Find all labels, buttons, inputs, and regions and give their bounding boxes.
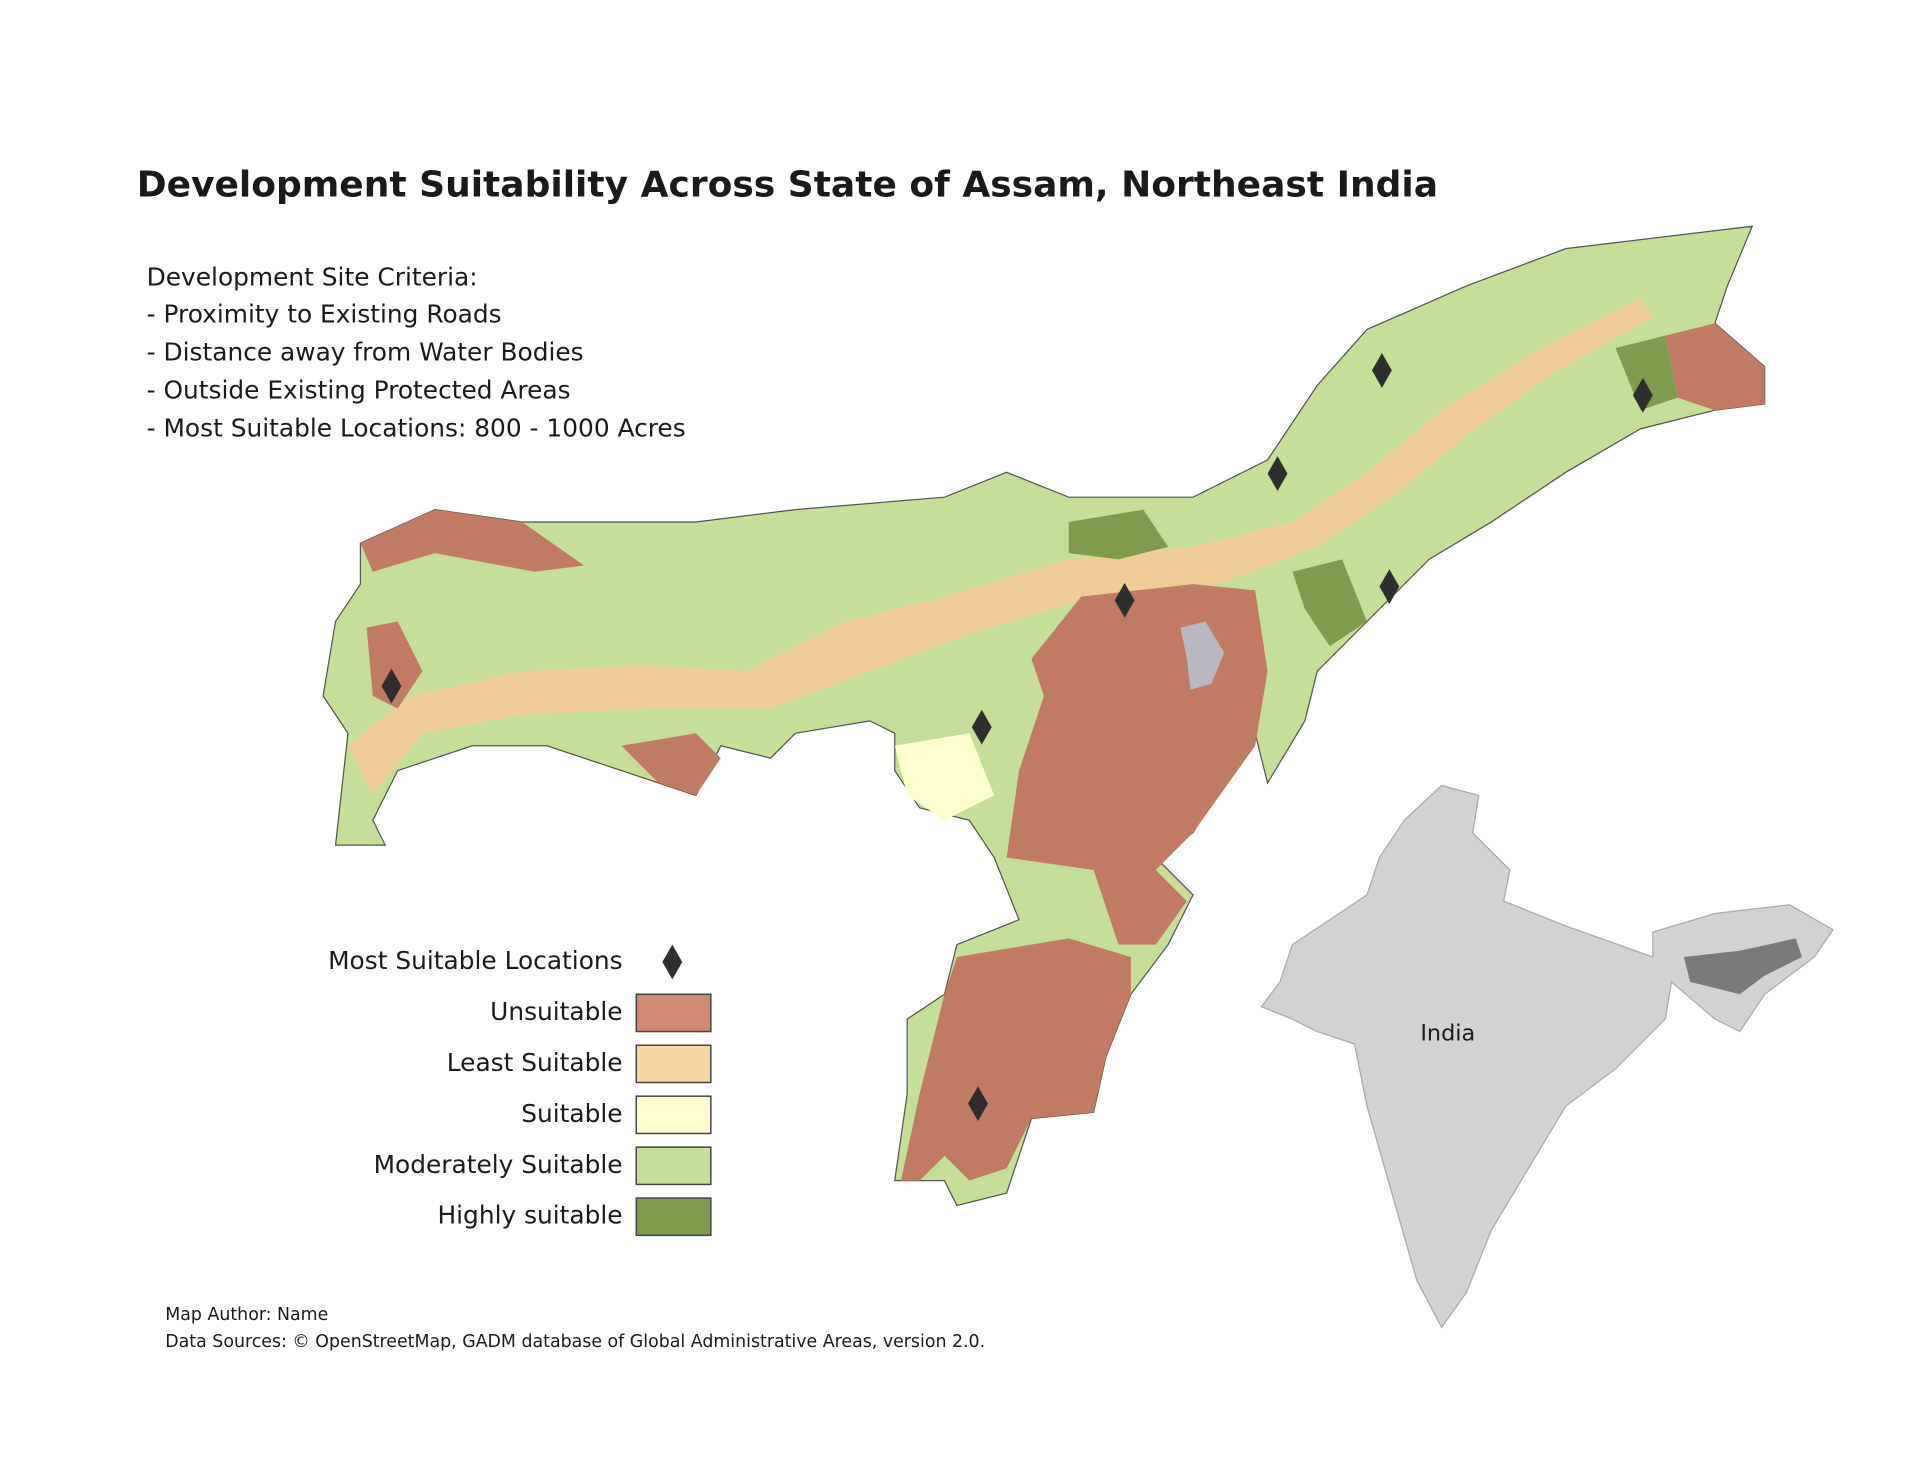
data-sources: Data Sources: © OpenStreetMap, GADM data…	[165, 1332, 985, 1352]
legend: Most Suitable Locations Unsuitable Least S…	[328, 944, 712, 1237]
unsuitable-area	[621, 733, 721, 796]
location-marker	[971, 709, 992, 745]
legend-label: Unsuitable	[490, 997, 622, 1026]
highly-suitable-area	[1615, 335, 1678, 411]
location-marker	[1371, 353, 1392, 388]
unsuitable-area	[1665, 323, 1765, 411]
assam-map	[322, 225, 1766, 1207]
legend-swatch	[635, 1146, 712, 1186]
india-outline	[1260, 784, 1834, 1329]
legend-label: Highly suitable	[437, 1201, 622, 1230]
location-marker	[1267, 456, 1288, 491]
suitable-locations	[381, 353, 1653, 1122]
criteria-heading: Development Site Criteria:	[147, 262, 478, 291]
highly-suitable-area	[1292, 559, 1367, 647]
water-body	[1180, 621, 1225, 690]
location-marker	[662, 944, 683, 980]
legend-swatch	[635, 993, 712, 1033]
unsuitable-area	[360, 509, 585, 572]
river-valley	[347, 298, 1653, 796]
legend-swatch	[635, 1044, 712, 1084]
unsuitable-area	[366, 621, 423, 709]
location-marker	[968, 1086, 988, 1122]
criteria-item: - Most Suitable Locations: 800 - 1000 Ac…	[147, 413, 686, 442]
map-author: Map Author: Name	[165, 1305, 328, 1325]
india-inset: India	[1260, 784, 1834, 1329]
criteria-list: - Proximity to Existing Roads - Distance …	[147, 300, 686, 443]
suitable-area	[894, 733, 995, 821]
legend-label: Suitable	[521, 1099, 622, 1128]
criteria-item: - Distance away from Water Bodies	[147, 338, 584, 367]
map-title: Development Suitability Across State of …	[137, 165, 1438, 206]
location-marker	[1379, 569, 1400, 605]
legend-swatch	[635, 1095, 712, 1135]
assam-highlight	[1683, 938, 1802, 995]
location-marker	[1114, 582, 1135, 618]
criteria-item: - Proximity to Existing Roads	[147, 300, 502, 329]
highly-suitable-area	[1068, 509, 1169, 560]
criteria-item: - Outside Existing Protected Areas	[147, 376, 571, 405]
legend-label: Most Suitable Locations	[328, 946, 622, 975]
inset-label: India	[1420, 1021, 1475, 1047]
legend-label: Least Suitable	[447, 1048, 623, 1077]
unsuitable-area	[900, 938, 1131, 1181]
legend-swatch	[635, 1197, 712, 1237]
legend-label: Moderately Suitable	[374, 1150, 623, 1179]
location-marker	[381, 668, 402, 704]
